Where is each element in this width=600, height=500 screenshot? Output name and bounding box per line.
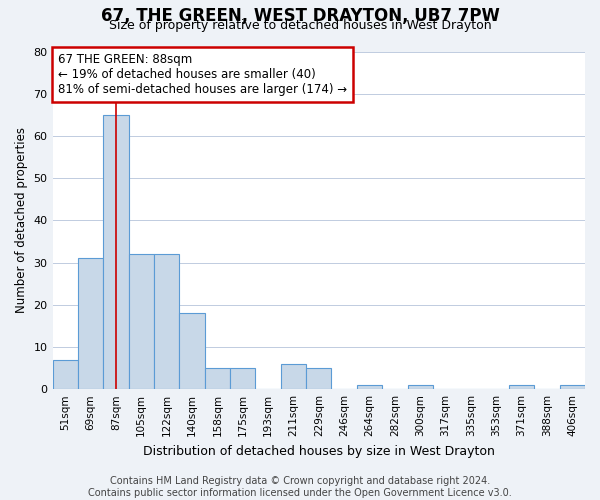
Bar [78,258,103,389]
Bar [281,364,306,389]
Bar [407,385,433,389]
Bar [357,385,382,389]
Text: Size of property relative to detached houses in West Drayton: Size of property relative to detached ho… [109,19,491,32]
Bar [306,368,331,389]
Text: 67, THE GREEN, WEST DRAYTON, UB7 7PW: 67, THE GREEN, WEST DRAYTON, UB7 7PW [101,8,499,26]
Text: 67 THE GREEN: 88sqm
← 19% of detached houses are smaller (40)
81% of semi-detach: 67 THE GREEN: 88sqm ← 19% of detached ho… [58,53,347,96]
Bar [230,368,256,389]
Bar [560,385,585,389]
Bar [179,313,205,389]
Y-axis label: Number of detached properties: Number of detached properties [15,128,28,314]
Bar [103,115,128,389]
X-axis label: Distribution of detached houses by size in West Drayton: Distribution of detached houses by size … [143,444,495,458]
Bar [205,368,230,389]
Bar [509,385,534,389]
Bar [53,360,78,389]
Text: Contains HM Land Registry data © Crown copyright and database right 2024.
Contai: Contains HM Land Registry data © Crown c… [88,476,512,498]
Bar [154,254,179,389]
Bar [128,254,154,389]
